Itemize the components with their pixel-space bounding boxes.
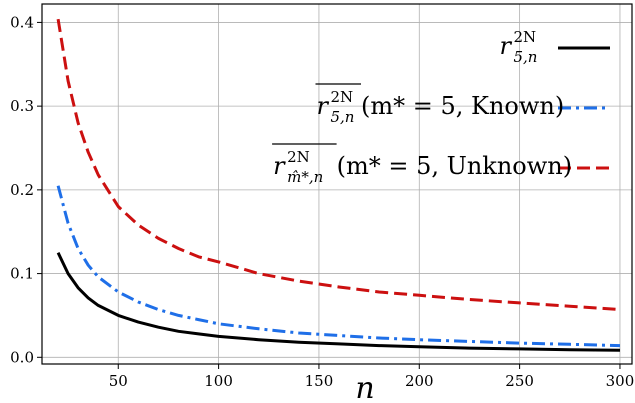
legend-superscript: 2N: [514, 28, 537, 46]
legend-subscript: m̂*,n: [287, 168, 323, 186]
y-tick-label: 0.1: [10, 265, 34, 283]
y-tick-label: 0.2: [10, 181, 34, 199]
series-line-1: [56, 252, 621, 352]
legend: r 2N5,nr 2N5,n (m* = 5, Known)r 2Nm̂*,n (m* =…: [272, 28, 610, 186]
x-axis-label: n: [355, 371, 374, 403]
legend-suffix: (m* = 5, Unknown): [337, 152, 573, 180]
legend-suffix: (m* = 5, Known): [361, 92, 564, 120]
series-line-2: [56, 185, 621, 348]
legend-superscript: 2N: [331, 88, 354, 106]
x-tick-label: 250: [505, 372, 534, 390]
series-lines: [56, 18, 621, 352]
x-tick-label: 300: [606, 372, 635, 390]
legend-subscript: 5,n: [331, 108, 355, 126]
y-tick-label: 0.3: [10, 97, 34, 115]
x-tick-label: 100: [204, 372, 233, 390]
legend-entry-2: r 2N 5,n (m* = 5, Known): [315, 83, 564, 126]
x-tick-label: 50: [109, 372, 128, 390]
x-tick-label: 200: [405, 372, 434, 390]
y-tick-label: 0.0: [10, 348, 34, 366]
legend-entry-3: r 2N m̂*,n (m* = 5, Unknown): [272, 143, 573, 186]
legend-base-symbol: r: [500, 32, 513, 60]
legend-entry-1: r 2N 5,n: [500, 28, 538, 66]
legend-base-symbol: r: [273, 152, 286, 180]
axis-ticks: 50 100 150 200 250 300 0.0 0.1 0.2 0.3 0.4: [10, 13, 634, 390]
legend-base-symbol: r: [317, 92, 330, 120]
series-line-3: [56, 18, 621, 312]
plot-frame: [41, 3, 633, 365]
x-tick-label: 150: [305, 372, 334, 390]
y-tick-label: 0.4: [10, 13, 34, 31]
legend-subscript: 5,n: [514, 48, 538, 66]
legend-superscript: 2N: [287, 148, 310, 166]
grid-lines: [42, 4, 632, 364]
